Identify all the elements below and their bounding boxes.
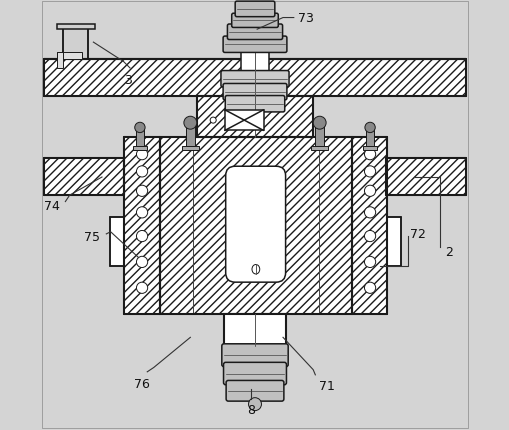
FancyBboxPatch shape bbox=[235, 2, 274, 18]
Circle shape bbox=[364, 257, 375, 268]
Bar bbox=[56, 25, 95, 30]
FancyBboxPatch shape bbox=[225, 96, 284, 113]
Bar bbox=[44, 159, 123, 196]
Bar bbox=[133, 147, 147, 150]
Circle shape bbox=[134, 123, 145, 133]
FancyBboxPatch shape bbox=[221, 344, 288, 367]
Bar bbox=[314, 125, 324, 146]
Bar bbox=[362, 147, 376, 150]
Bar bbox=[351, 138, 386, 314]
FancyBboxPatch shape bbox=[225, 381, 284, 401]
Circle shape bbox=[364, 166, 375, 178]
Circle shape bbox=[364, 123, 375, 133]
Bar bbox=[224, 111, 263, 131]
Circle shape bbox=[136, 186, 148, 197]
Bar bbox=[63, 26, 88, 60]
Text: 8: 8 bbox=[246, 403, 254, 416]
Bar bbox=[56, 52, 81, 60]
Bar bbox=[109, 217, 123, 267]
Text: 74: 74 bbox=[44, 200, 60, 213]
FancyBboxPatch shape bbox=[227, 25, 282, 40]
Text: 76: 76 bbox=[134, 377, 150, 390]
Circle shape bbox=[313, 117, 325, 130]
Circle shape bbox=[364, 149, 375, 160]
Circle shape bbox=[364, 207, 375, 218]
Text: 73: 73 bbox=[298, 12, 314, 25]
FancyBboxPatch shape bbox=[225, 167, 285, 283]
Circle shape bbox=[136, 207, 148, 218]
Bar bbox=[223, 314, 286, 346]
Bar bbox=[44, 60, 465, 97]
Circle shape bbox=[136, 257, 148, 268]
Bar bbox=[56, 52, 63, 69]
Circle shape bbox=[136, 149, 148, 160]
Bar bbox=[310, 146, 328, 150]
Text: 72: 72 bbox=[409, 228, 425, 241]
Text: 71: 71 bbox=[318, 379, 334, 392]
Bar bbox=[386, 217, 400, 267]
FancyBboxPatch shape bbox=[223, 362, 286, 385]
Circle shape bbox=[364, 231, 375, 242]
FancyBboxPatch shape bbox=[222, 84, 287, 101]
Circle shape bbox=[248, 398, 261, 411]
Bar bbox=[241, 52, 268, 112]
Bar bbox=[196, 97, 313, 138]
Circle shape bbox=[364, 186, 375, 197]
Bar bbox=[386, 159, 465, 196]
Bar bbox=[181, 146, 199, 150]
Bar bbox=[160, 138, 351, 314]
Ellipse shape bbox=[251, 265, 259, 274]
Bar bbox=[185, 125, 195, 146]
FancyBboxPatch shape bbox=[220, 71, 289, 88]
Circle shape bbox=[364, 283, 375, 294]
Circle shape bbox=[210, 118, 216, 124]
FancyBboxPatch shape bbox=[222, 37, 287, 53]
FancyBboxPatch shape bbox=[231, 14, 278, 28]
Bar bbox=[365, 129, 373, 147]
Text: 75: 75 bbox=[83, 231, 100, 244]
Bar bbox=[136, 129, 144, 147]
Circle shape bbox=[136, 166, 148, 178]
Circle shape bbox=[184, 117, 196, 130]
Bar bbox=[123, 138, 160, 314]
Text: 3: 3 bbox=[124, 74, 131, 87]
Circle shape bbox=[136, 231, 148, 242]
Circle shape bbox=[136, 283, 148, 294]
Text: 2: 2 bbox=[444, 245, 451, 258]
